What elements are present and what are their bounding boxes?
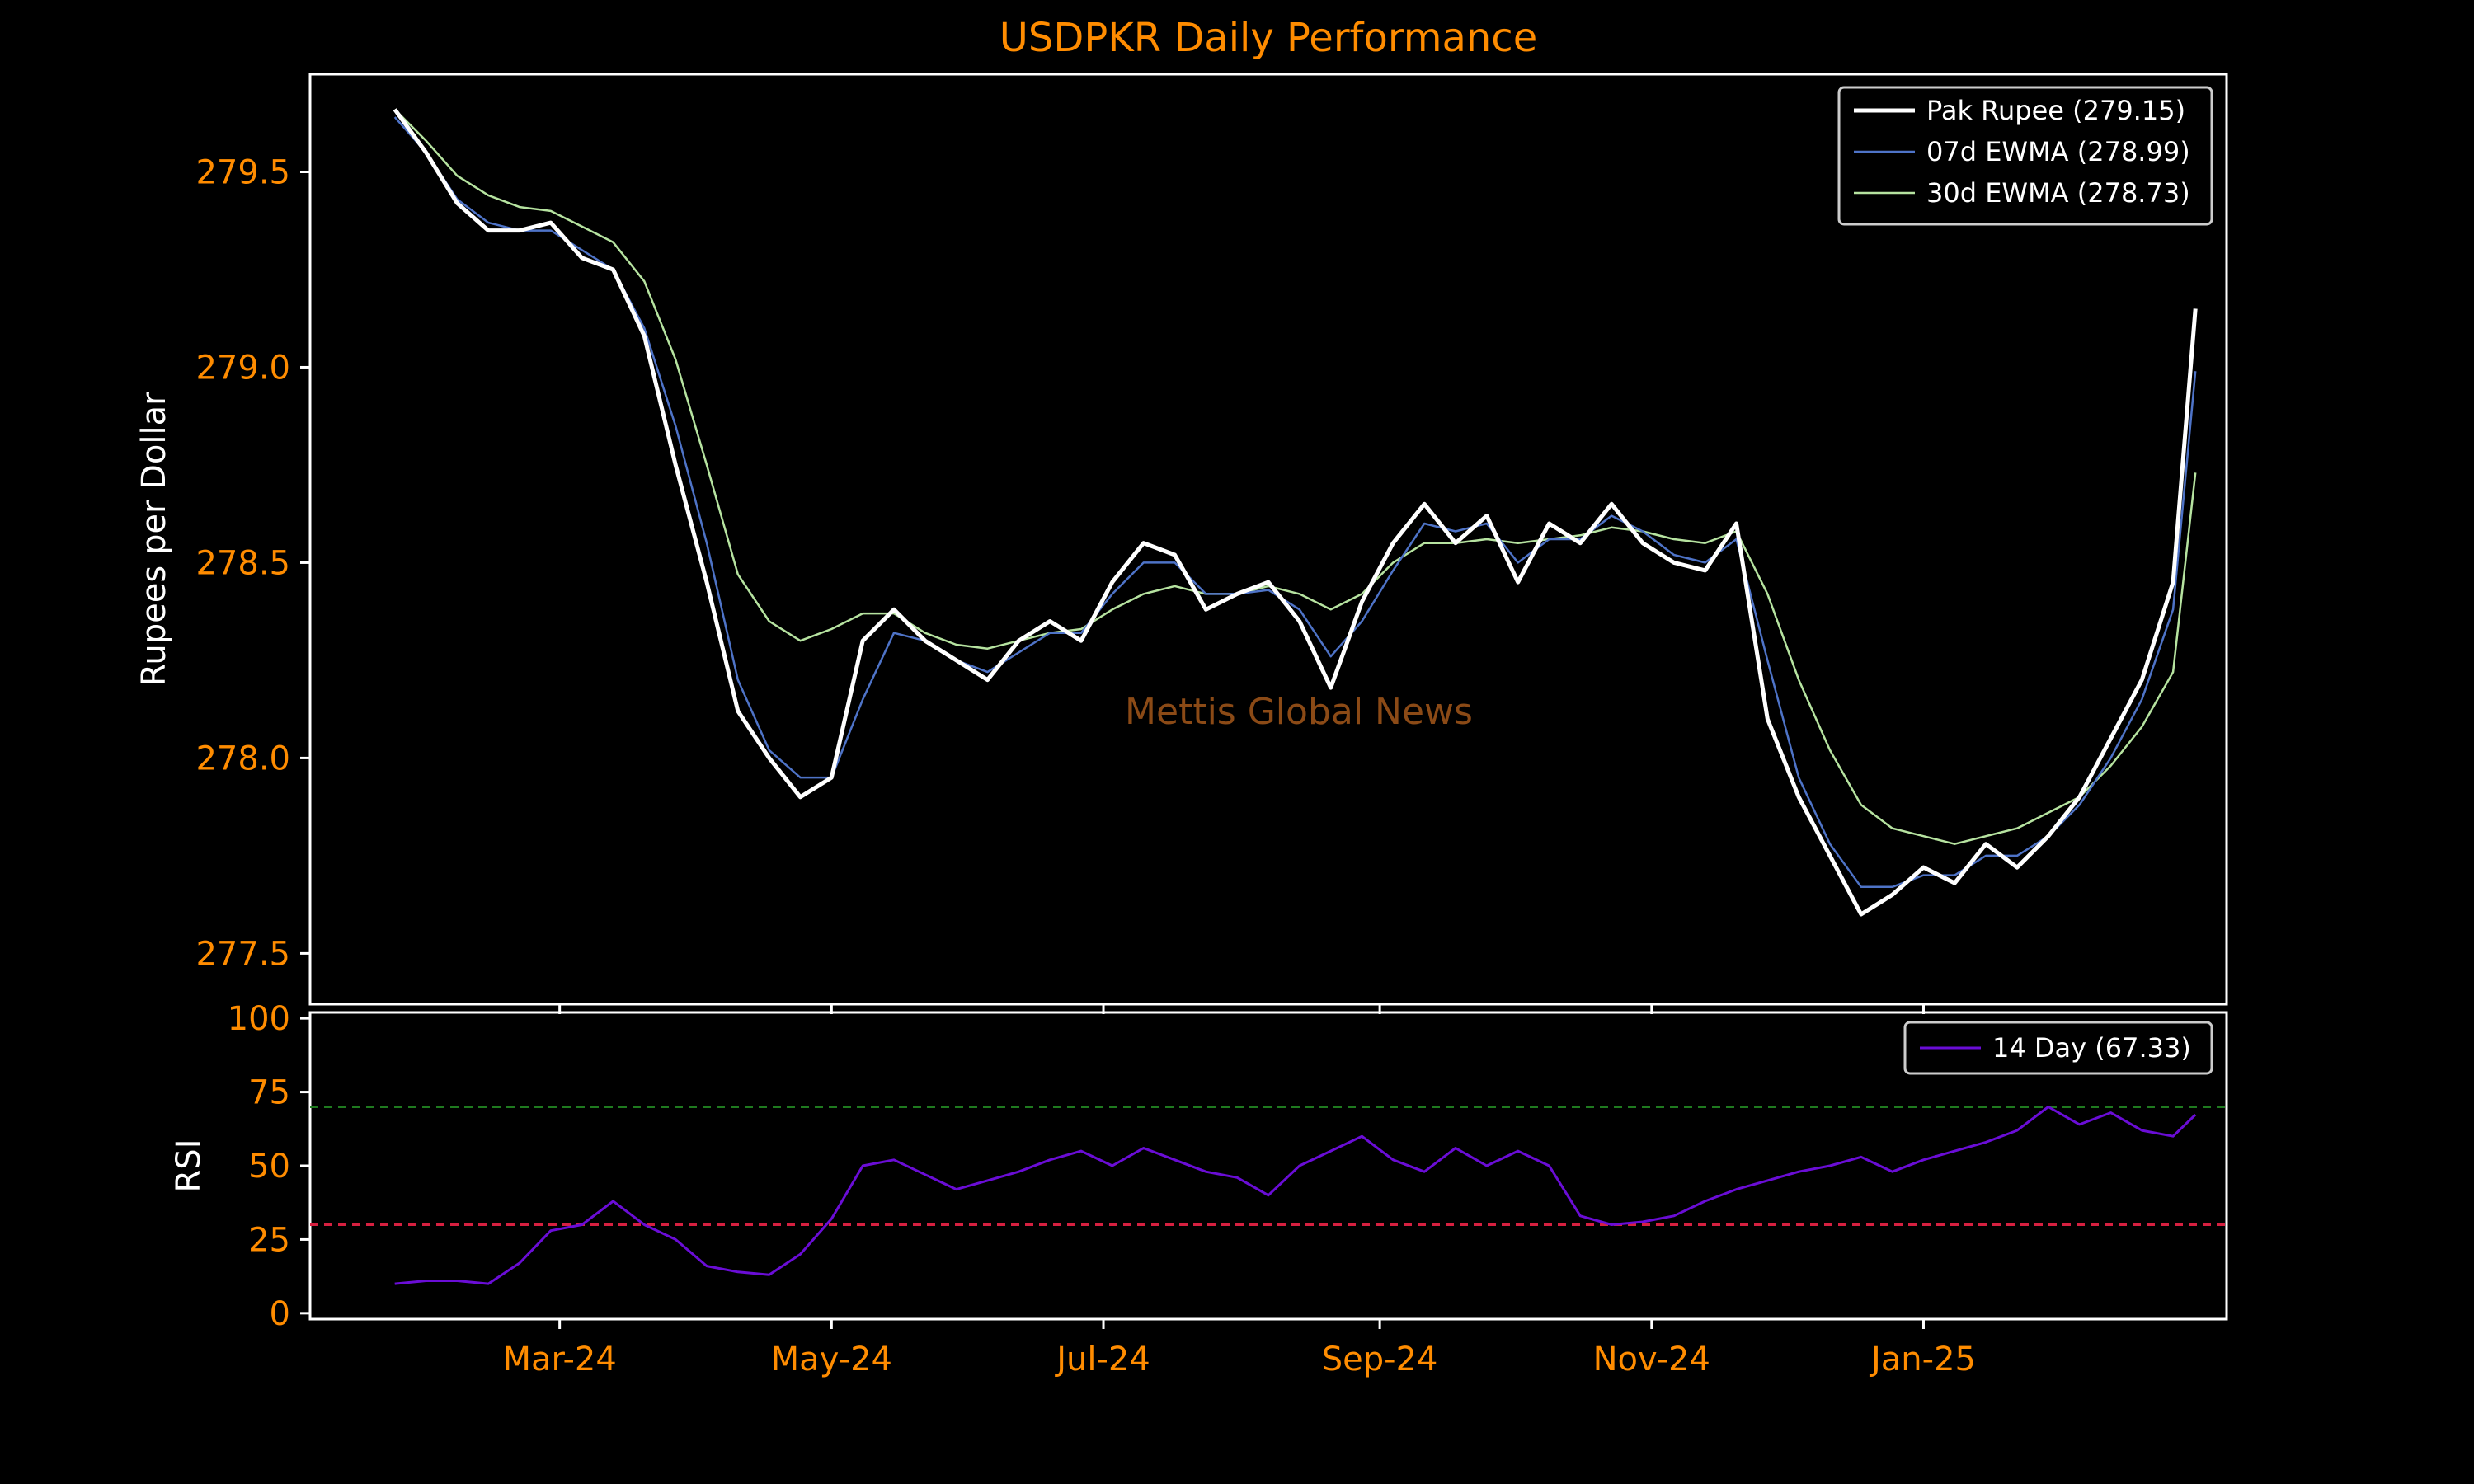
rsi-y-tick-label: 50 [248, 1148, 290, 1186]
x-tick-label: Jul-24 [1054, 1341, 1150, 1378]
legend-entry: 30d EWMA (278.73) [1926, 177, 2190, 209]
price-line [393, 108, 2198, 917]
price-legend-box [1837, 86, 2213, 226]
watermark-text: Mettis Global News [1125, 691, 1473, 733]
rsi-legend-box [1903, 1021, 2213, 1075]
price-y-tick-label: 279.0 [195, 349, 290, 387]
price-y-tick-label: 279.5 [195, 153, 290, 191]
x-tick-label: Sep-24 [1322, 1341, 1438, 1378]
x-tick-label: Mar-24 [503, 1341, 617, 1378]
legend-entry: 07d EWMA (278.99) [1926, 136, 2190, 167]
legend-entry: Pak Rupee (279.15) [1926, 95, 2185, 126]
price-y-tick-label: 278.5 [195, 544, 290, 582]
x-tick-label: May-24 [771, 1341, 892, 1378]
ewma30-line [393, 108, 2197, 845]
rsi-y-tick-label: 75 [248, 1074, 290, 1112]
price-y-tick-label: 277.5 [195, 935, 290, 973]
rsi-y-tick-label: 100 [228, 1000, 290, 1038]
rsi-line [394, 1106, 2197, 1285]
x-tick-label: Nov-24 [1593, 1341, 1710, 1378]
price-panel-frame [308, 73, 2228, 1006]
rsi-y-tick-label: 25 [248, 1221, 290, 1259]
rsi-legend-entry: 14 Day (67.33) [1992, 1032, 2191, 1064]
rsi-y-tick-label: 0 [270, 1295, 290, 1333]
x-tick-label: Jan-25 [1869, 1341, 1976, 1378]
chart-title: USDPKR Daily Performance [999, 15, 1537, 61]
price-y-axis-label: Rupees per Dollar [135, 392, 173, 687]
price-y-tick-label: 278.0 [195, 740, 290, 777]
rsi-y-axis-label: RSI [170, 1139, 208, 1193]
